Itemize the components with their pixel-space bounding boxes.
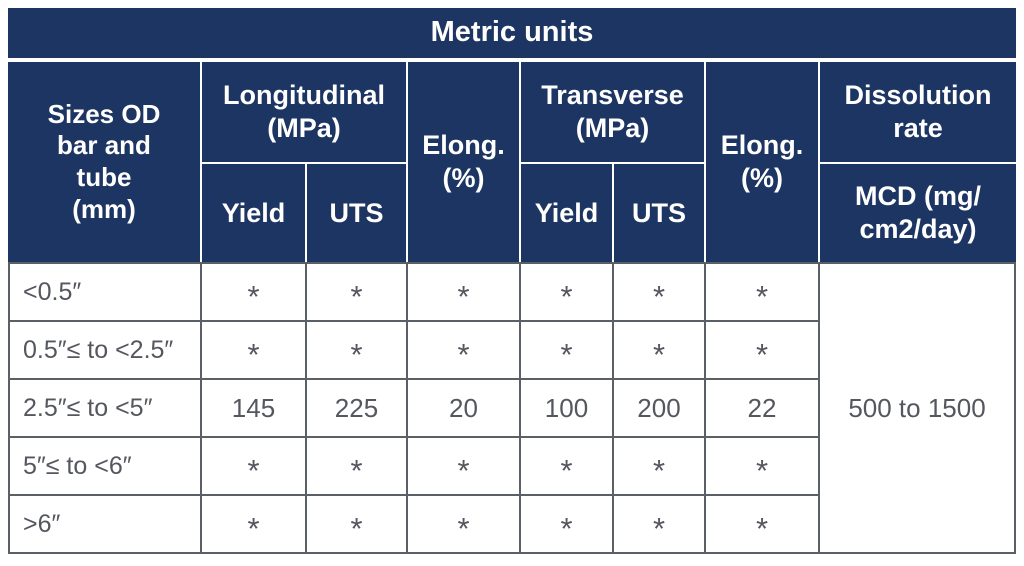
table-cell: *	[521, 496, 612, 552]
header-cell-longitudinal-uts: UTS	[307, 164, 406, 262]
table-cell: 22	[706, 380, 818, 436]
table-cell: *	[521, 438, 612, 494]
header-cell-elongation-trans: Elong. (%)	[706, 62, 818, 262]
table-cell: *	[307, 322, 406, 378]
table-header: Metric units Sizes OD bar and tube (mm) …	[8, 8, 1016, 262]
table-cell: *	[706, 264, 818, 320]
table-cell: *	[408, 496, 519, 552]
table-cell: 100	[521, 380, 612, 436]
table-cell: *	[307, 264, 406, 320]
table-body: <0.5″ * * * * * * 500 to 1500 0.5″≤ to <…	[8, 262, 1016, 554]
header-cell-elongation-long: Elong. (%)	[408, 62, 519, 262]
dissolution-rate-value: 500 to 1500	[820, 264, 1014, 552]
size-label: 2.5″≤ to <5″	[10, 380, 200, 436]
table-title: Metric units	[8, 8, 1016, 60]
table-cell: *	[614, 264, 704, 320]
table-cell: *	[202, 496, 305, 552]
table-cell: *	[706, 496, 818, 552]
table-cell: *	[614, 496, 704, 552]
header-cell-sizes: Sizes OD bar and tube (mm)	[8, 62, 200, 262]
table-cell: *	[706, 322, 818, 378]
size-label: 5″≤ to <6″	[10, 438, 200, 494]
table-cell: *	[202, 322, 305, 378]
table-cell: 20	[408, 380, 519, 436]
table-cell: *	[706, 438, 818, 494]
header-cell-longitudinal: Longitudinal (MPa)	[202, 62, 406, 162]
size-label: <0.5″	[10, 264, 200, 320]
header-cell-transverse: Transverse (MPa)	[521, 62, 704, 162]
table-cell: *	[408, 264, 519, 320]
header-cell-longitudinal-yield: Yield	[202, 164, 305, 262]
table-cell: *	[307, 496, 406, 552]
table-cell: *	[614, 438, 704, 494]
table-cell: *	[408, 322, 519, 378]
table-cell: *	[614, 322, 704, 378]
header-cell-transverse-yield: Yield	[521, 164, 612, 262]
table-cell: *	[202, 438, 305, 494]
table-cell: 145	[202, 380, 305, 436]
header-cell-mcd: MCD (mg/ cm2/day)	[820, 164, 1016, 262]
table-cell: *	[521, 264, 612, 320]
table-cell: 225	[307, 380, 406, 436]
table-cell: *	[307, 438, 406, 494]
size-label: 0.5″≤ to <2.5″	[10, 322, 200, 378]
table-cell: *	[202, 264, 305, 320]
header-cell-dissolution-rate: Dissolution rate	[820, 62, 1016, 162]
header-cell-transverse-uts: UTS	[614, 164, 704, 262]
table-cell: 200	[614, 380, 704, 436]
table-cell: *	[408, 438, 519, 494]
size-label: >6″	[10, 496, 200, 552]
table-cell: *	[521, 322, 612, 378]
